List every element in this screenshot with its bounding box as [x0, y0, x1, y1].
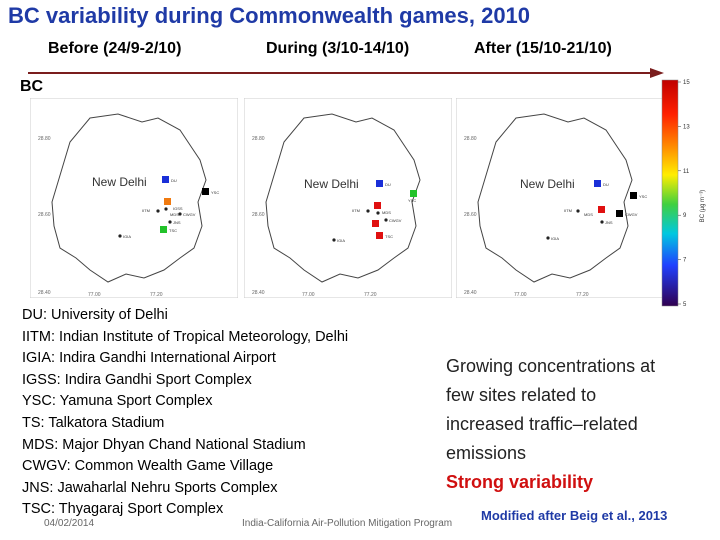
- svg-text:77.20: 77.20: [576, 292, 589, 298]
- svg-text:TSC: TSC: [385, 234, 393, 239]
- site-tsc-marker: [376, 232, 383, 239]
- colorbar-tick-label: 9: [683, 213, 687, 219]
- site-ysc-marker: [410, 190, 417, 197]
- colorbar-tick-label: 13: [683, 124, 690, 130]
- map-city-label: New Delhi: [520, 177, 575, 191]
- svg-text:CWGV: CWGV: [389, 218, 402, 223]
- conclusion-line: emissions: [446, 443, 527, 463]
- citation: Modified after Beig et al., 2013: [481, 508, 668, 523]
- footer-program: India-California Air-Pollution Mitigatio…: [242, 518, 453, 529]
- svg-text:28.60: 28.60: [252, 212, 265, 218]
- colorbar-tick-label: 5: [683, 302, 687, 308]
- legend-entry: YSC: Yamuna Sport Complex: [22, 393, 213, 410]
- svg-text:CWGV: CWGV: [625, 212, 638, 217]
- legend-entry: TS: Talkatora Stadium: [22, 414, 165, 431]
- svg-text:DU: DU: [171, 178, 177, 183]
- svg-text:28.40: 28.40: [464, 290, 477, 296]
- svg-text:YSC: YSC: [211, 190, 219, 195]
- colorbar-unit-label: BC (µg m⁻³): [700, 190, 706, 223]
- site-tsc-marker: [160, 226, 167, 233]
- legend-entry: IGIA: Indira Gandhi International Airpor…: [22, 350, 276, 367]
- period-before-label: Before (24/9-2/10): [48, 40, 182, 57]
- site-ysc-marker: [202, 188, 209, 195]
- svg-text:28.80: 28.80: [38, 136, 51, 142]
- svg-text:MDS: MDS: [382, 210, 391, 215]
- legend-entry: MDS: Major Dhyan Chand National Stadium: [22, 436, 306, 453]
- map-during: 28.80 28.60 28.40 77.00 77.20 New Delhi …: [244, 98, 452, 298]
- site-ysc-marker: [630, 192, 637, 199]
- map-after: 28.80 28.60 28.40 77.00 77.20 New Delhi …: [456, 98, 664, 298]
- site-igss-marker: [374, 202, 381, 209]
- period-after-label: After (15/10-21/10): [474, 40, 612, 57]
- map-city-label: New Delhi: [92, 175, 147, 189]
- slide-title: BC variability during Commonwealth games…: [8, 3, 531, 28]
- site-igss-marker: [164, 198, 171, 205]
- legend-entry: IITM: Indian Institute of Tropical Meteo…: [22, 328, 349, 345]
- svg-text:77.00: 77.00: [302, 292, 315, 298]
- time-arrow: [28, 68, 664, 78]
- svg-text:IGIA: IGIA: [337, 238, 345, 243]
- footer-date: 04/02/2014: [44, 518, 95, 529]
- svg-text:CWGV: CWGV: [183, 212, 196, 217]
- site-du-marker: [162, 176, 169, 183]
- legend-entry: DU: University of Delhi: [22, 307, 168, 323]
- svg-text:28.40: 28.40: [252, 290, 265, 296]
- svg-text:28.80: 28.80: [252, 136, 265, 142]
- svg-text:28.60: 28.60: [38, 212, 51, 218]
- svg-text:DU: DU: [385, 182, 391, 187]
- svg-text:JNS: JNS: [605, 220, 613, 225]
- colorbar-tick-label: 7: [683, 258, 687, 264]
- legend-entry: CWGV: Common Wealth Game Village: [22, 458, 274, 475]
- site-jns-marker: [372, 220, 379, 227]
- svg-text:IGSS: IGSS: [173, 206, 183, 211]
- site-du-marker: [594, 180, 601, 187]
- svg-text:YSC: YSC: [408, 198, 416, 203]
- svg-text:77.20: 77.20: [150, 292, 163, 298]
- svg-text:IGIA: IGIA: [123, 234, 131, 239]
- bc-colorbar: 15 13 11 9 7 5 BC (µg m⁻³): [661, 79, 706, 308]
- svg-text:IITM: IITM: [564, 208, 572, 213]
- svg-text:77.00: 77.00: [514, 292, 527, 298]
- svg-text:TSC: TSC: [169, 228, 177, 233]
- conclusion-line: increased traffic–related: [446, 414, 638, 434]
- svg-text:IGIA: IGIA: [551, 236, 559, 241]
- conclusion-line: Growing concentrations at: [446, 356, 656, 376]
- svg-text:28.60: 28.60: [464, 212, 477, 218]
- svg-text:MDS: MDS: [584, 212, 593, 217]
- map-city-label: New Delhi: [304, 177, 359, 191]
- conclusions: Growing concentrations at few sites rela…: [446, 352, 655, 497]
- site-igss-marker: [598, 206, 605, 213]
- bc-label: BC: [20, 78, 44, 95]
- legend-entry: JNS: Jawaharlal Nehru Sports Complex: [22, 479, 278, 496]
- svg-text:28.40: 28.40: [38, 290, 51, 296]
- colorbar-tick-label: 15: [683, 80, 690, 86]
- svg-text:IITM: IITM: [142, 208, 150, 213]
- legend-entry: TSC: Thyagaraj Sport Complex: [22, 501, 224, 518]
- svg-text:DU: DU: [603, 182, 609, 187]
- period-during-label: During (3/10-14/10): [266, 40, 410, 57]
- legend-entry: IGSS: Indira Gandhi Sport Complex: [22, 371, 252, 388]
- svg-text:77.20: 77.20: [364, 292, 377, 298]
- map-before: 28.80 28.60 28.40 77.00 77.20 New Delhi …: [30, 98, 238, 298]
- site-du-marker: [376, 180, 383, 187]
- svg-text:JNS: JNS: [173, 220, 181, 225]
- site-legend: DU: University of Delhi IITM: Indian Ins…: [22, 305, 348, 521]
- site-cwgv-marker: [616, 210, 623, 217]
- conclusion-strong: Strong variability: [446, 472, 594, 492]
- svg-text:IITM: IITM: [352, 208, 360, 213]
- colorbar-tick-label: 11: [683, 169, 690, 175]
- svg-text:MDS: MDS: [170, 212, 179, 217]
- conclusion-line: few sites related to: [446, 385, 597, 405]
- svg-text:28.80: 28.80: [464, 136, 477, 142]
- svg-text:YSC: YSC: [639, 194, 647, 199]
- svg-text:77.00: 77.00: [88, 292, 101, 298]
